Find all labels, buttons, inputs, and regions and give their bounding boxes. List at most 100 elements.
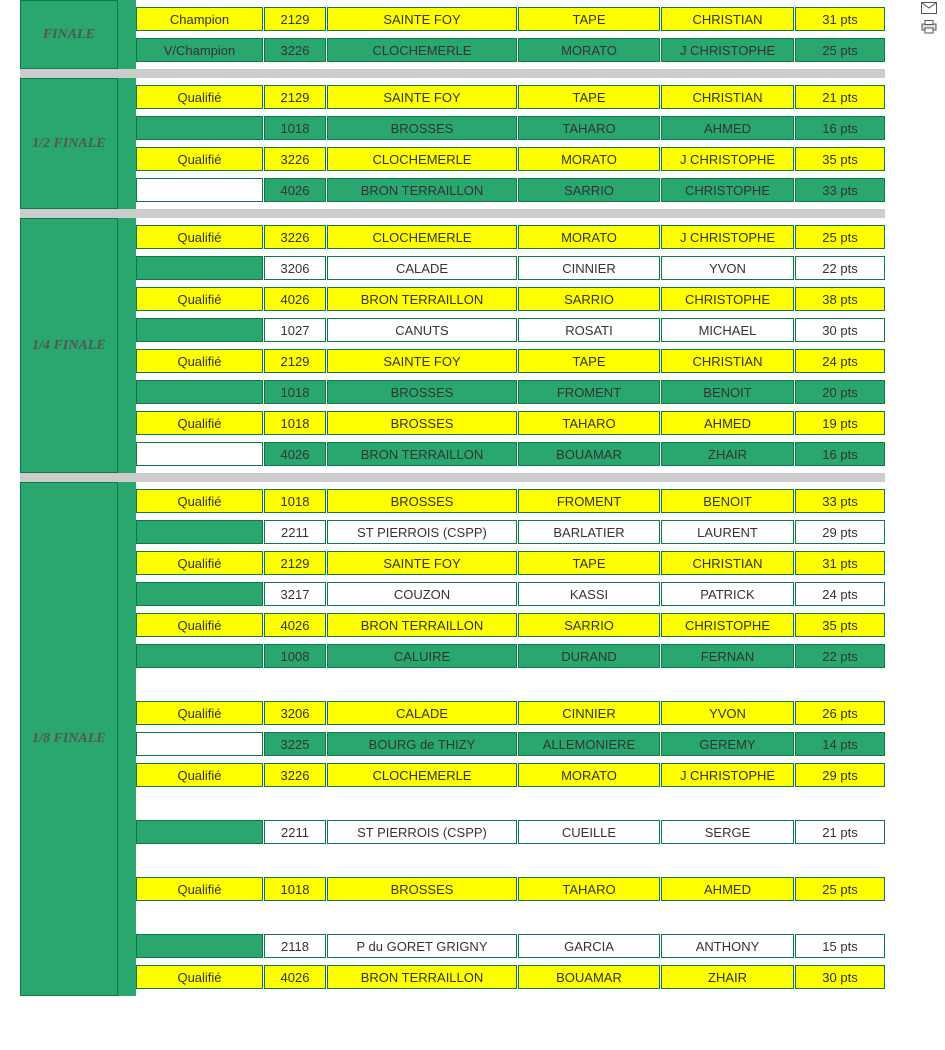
cell-firstname: CHRISTIAN (661, 7, 794, 31)
cell-lastname: KASSI (518, 582, 660, 606)
table-row: Qualifié3226CLOCHEMERLEMORATOJ CHRISTOPH… (136, 147, 885, 171)
cell-points: 16 pts (795, 442, 885, 466)
cell-lastname: FROMENT (518, 380, 660, 404)
cell-status: Qualifié (136, 85, 263, 109)
cell-code: 4026 (264, 287, 326, 311)
cell-points: 35 pts (795, 613, 885, 637)
cell-lastname: TAHARO (518, 877, 660, 901)
cell-firstname: J CHRISTOPHE (661, 225, 794, 249)
cell-points: 14 pts (795, 732, 885, 756)
cell-lastname: FROMENT (518, 489, 660, 513)
cell-firstname: FERNAN (661, 644, 794, 668)
cell-status (136, 732, 263, 756)
cell-status: Qualifié (136, 877, 263, 901)
cell-code: 1018 (264, 489, 326, 513)
cell-code: 3226 (264, 763, 326, 787)
cell-firstname: CHRISTOPHE (661, 613, 794, 637)
cell-club: BROSSES (327, 116, 517, 140)
cell-points: 33 pts (795, 489, 885, 513)
cell-firstname: J CHRISTOPHE (661, 147, 794, 171)
cell-firstname: AHMED (661, 116, 794, 140)
cell-code: 2129 (264, 551, 326, 575)
round: 1/2 FINALEQualifié2129SAINTE FOYTAPECHRI… (20, 78, 885, 209)
cell-status (136, 934, 263, 958)
cell-club: BRON TERRAILLON (327, 442, 517, 466)
action-icons (921, 2, 937, 34)
round-gap (118, 218, 136, 473)
cell-code: 2129 (264, 85, 326, 109)
cell-points: 35 pts (795, 147, 885, 171)
cell-status (136, 644, 263, 668)
round-label: 1/8 FINALE (20, 482, 118, 996)
cell-club: BROSSES (327, 380, 517, 404)
cell-status: Qualifié (136, 225, 263, 249)
print-icon[interactable] (921, 20, 937, 34)
cell-firstname: YVON (661, 256, 794, 280)
cell-code: 2211 (264, 820, 326, 844)
cell-lastname: TAPE (518, 7, 660, 31)
cell-code: 3206 (264, 701, 326, 725)
cell-lastname: MORATO (518, 38, 660, 62)
page: FINALEChampion2129SAINTE FOYTAPECHRISTIA… (0, 0, 945, 996)
cell-points: 29 pts (795, 520, 885, 544)
cell-lastname: SARRIO (518, 613, 660, 637)
cell-club: SAINTE FOY (327, 349, 517, 373)
cell-code: 4026 (264, 613, 326, 637)
cell-firstname: CHRISTOPHE (661, 178, 794, 202)
cell-lastname: DURAND (518, 644, 660, 668)
round-gap (118, 482, 136, 996)
table-row: 4026BRON TERRAILLONSARRIOCHRISTOPHE33 pt… (136, 178, 885, 202)
cell-status (136, 178, 263, 202)
cell-status (136, 520, 263, 544)
cell-points: 22 pts (795, 256, 885, 280)
cell-firstname: LAURENT (661, 520, 794, 544)
cell-status: Qualifié (136, 551, 263, 575)
table-row: Qualifié1018BROSSESTAHAROAHMED25 pts (136, 877, 885, 901)
cell-code: 3226 (264, 225, 326, 249)
cell-points: 21 pts (795, 85, 885, 109)
cell-club: CLOCHEMERLE (327, 38, 517, 62)
table-row: V/Champion3226CLOCHEMERLEMORATOJ CHRISTO… (136, 38, 885, 62)
cell-status: Qualifié (136, 701, 263, 725)
cell-status: Qualifié (136, 349, 263, 373)
cell-points: 22 pts (795, 644, 885, 668)
cell-club: SAINTE FOY (327, 85, 517, 109)
cell-code: 3217 (264, 582, 326, 606)
cell-firstname: J CHRISTOPHE (661, 763, 794, 787)
email-icon[interactable] (921, 2, 937, 14)
row-spacer (136, 908, 885, 927)
cell-code: 1027 (264, 318, 326, 342)
cell-code: 1018 (264, 411, 326, 435)
cell-status (136, 442, 263, 466)
table-row: 1018BROSSESTAHAROAHMED16 pts (136, 116, 885, 140)
cell-club: BROSSES (327, 489, 517, 513)
cell-points: 26 pts (795, 701, 885, 725)
table-row: 1008CALUIREDURANDFERNAN22 pts (136, 644, 885, 668)
cell-status (136, 318, 263, 342)
round-label: FINALE (20, 0, 118, 69)
cell-lastname: ALLEMONIERE (518, 732, 660, 756)
cell-club: COUZON (327, 582, 517, 606)
cell-lastname: CUEILLE (518, 820, 660, 844)
cell-firstname: ZHAIR (661, 442, 794, 466)
cell-code: 1008 (264, 644, 326, 668)
cell-lastname: TAHARO (518, 116, 660, 140)
table-row: Qualifié2129SAINTE FOYTAPECHRISTIAN24 pt… (136, 349, 885, 373)
cell-points: 29 pts (795, 763, 885, 787)
cell-points: 24 pts (795, 582, 885, 606)
table-row: Qualifié2129SAINTE FOYTAPECHRISTIAN21 pt… (136, 85, 885, 109)
cell-lastname: BOUAMAR (518, 442, 660, 466)
cell-lastname: SARRIO (518, 287, 660, 311)
table-row: Qualifié3226CLOCHEMERLEMORATOJ CHRISTOPH… (136, 225, 885, 249)
cell-firstname: ZHAIR (661, 965, 794, 989)
cell-status: Qualifié (136, 147, 263, 171)
cell-club: CLOCHEMERLE (327, 147, 517, 171)
cell-points: 25 pts (795, 38, 885, 62)
table-row: Qualifié4026BRON TERRAILLONSARRIOCHRISTO… (136, 287, 885, 311)
table-row: Qualifié3206CALADECINNIERYVON26 pts (136, 701, 885, 725)
table-row: 2211ST PIERROIS (CSPP)BARLATIERLAURENT29… (136, 520, 885, 544)
table-row: 1027CANUTSROSATIMICHAEL30 pts (136, 318, 885, 342)
cell-code: 1018 (264, 116, 326, 140)
cell-club: CLOCHEMERLE (327, 225, 517, 249)
cell-status: Qualifié (136, 411, 263, 435)
